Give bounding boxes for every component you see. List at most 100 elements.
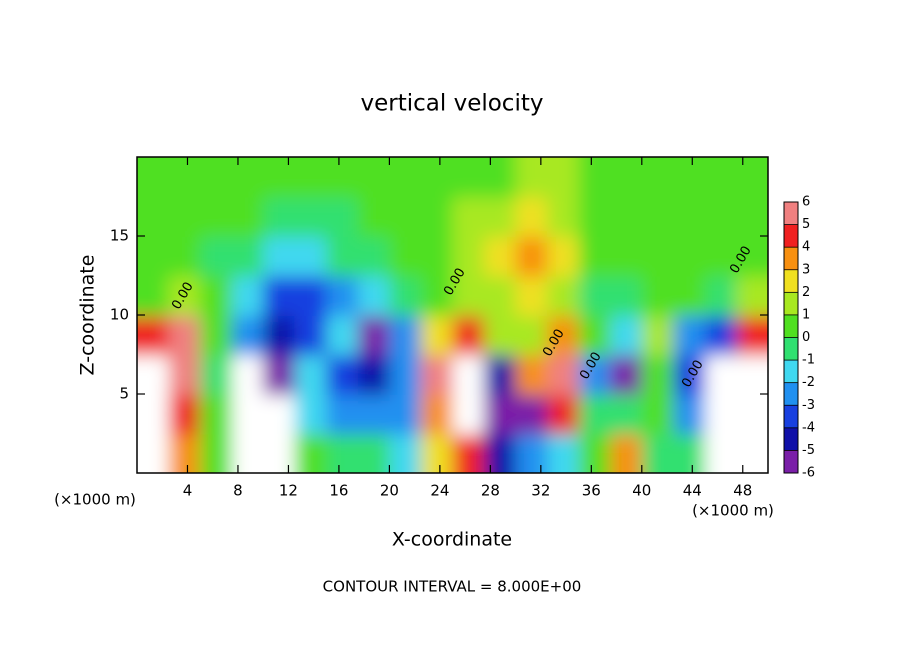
colorbar-band — [784, 405, 798, 428]
field-cell — [231, 275, 265, 316]
field-cell — [515, 196, 549, 237]
field-cell — [200, 354, 233, 395]
field-cell — [673, 394, 706, 435]
field-cell — [168, 196, 202, 237]
field-cell — [137, 236, 170, 277]
field-cell — [420, 394, 454, 435]
field-cell — [641, 394, 675, 435]
field-cell — [578, 315, 612, 356]
colorbar-band — [784, 450, 798, 473]
field-cell — [484, 394, 517, 435]
field-cell — [137, 275, 170, 316]
field-cell — [736, 196, 768, 237]
field-cell — [137, 354, 170, 395]
field-cell — [357, 275, 391, 316]
field-cell — [704, 196, 738, 237]
chart-title: vertical velocity — [361, 91, 544, 117]
field-cell — [641, 236, 675, 277]
field-cell — [168, 275, 202, 316]
field-cell — [263, 394, 296, 435]
field-cell — [263, 354, 296, 395]
field-cell — [326, 157, 359, 198]
field-cell — [515, 236, 549, 277]
colorbar-band — [784, 202, 798, 225]
field-cell — [641, 315, 675, 356]
field-cell — [704, 354, 738, 395]
field-cell — [515, 433, 549, 473]
field-cell — [326, 315, 359, 356]
field-cell — [294, 275, 328, 316]
field-cell — [736, 157, 768, 198]
x-tick-label: 36 — [582, 482, 601, 500]
field-cell — [484, 236, 517, 277]
field-cell — [326, 236, 359, 277]
field-cell — [231, 433, 265, 473]
field-cell — [673, 275, 706, 316]
field-cell — [389, 275, 422, 316]
field-cell — [610, 315, 643, 356]
field-cell — [736, 315, 768, 356]
field-cell — [610, 236, 643, 277]
field-cell — [673, 315, 706, 356]
field-cell — [610, 433, 643, 473]
field-cell — [610, 196, 643, 237]
field-cell — [547, 354, 580, 395]
field-cell — [294, 315, 328, 356]
field-cell — [484, 157, 517, 198]
y-tick-label: 10 — [110, 306, 129, 324]
field-cell — [231, 236, 265, 277]
field-cell — [168, 157, 202, 198]
field-cell — [736, 354, 768, 395]
field-cell — [168, 315, 202, 356]
field-cell — [420, 315, 454, 356]
colorbar-tick-label: -3 — [802, 398, 815, 413]
field-cell — [389, 394, 422, 435]
field-cell — [484, 433, 517, 473]
colorbar-tick-label: -6 — [802, 466, 815, 481]
colorbar-tick-label: 5 — [802, 217, 810, 232]
field-cell — [357, 196, 391, 237]
field-cell — [452, 394, 486, 435]
x-tick-label: 20 — [380, 482, 399, 500]
field-cell — [641, 157, 675, 198]
field-cell — [484, 275, 517, 316]
field-cell — [326, 275, 359, 316]
field-cell — [231, 354, 265, 395]
field-cell — [547, 315, 580, 356]
field-cell — [673, 157, 706, 198]
field-cell — [452, 354, 486, 395]
field-cell — [357, 354, 391, 395]
field-cell — [547, 157, 580, 198]
field-cell — [704, 394, 738, 435]
field-cell — [357, 394, 391, 435]
field-cell — [610, 157, 643, 198]
field-cell — [168, 433, 202, 473]
field-cell — [704, 236, 738, 277]
field-cell — [515, 157, 549, 198]
field-cell — [200, 236, 233, 277]
field-cell — [420, 157, 454, 198]
field-cell — [610, 354, 643, 395]
field-cell — [231, 315, 265, 356]
field-cell — [168, 394, 202, 435]
field-cell — [231, 157, 265, 198]
field-cell — [610, 394, 643, 435]
field-cell — [200, 275, 233, 316]
field-cell — [389, 315, 422, 356]
field-cell — [200, 196, 233, 237]
field-cell — [389, 157, 422, 198]
colorbar-tick-label: 0 — [802, 330, 810, 345]
field-cell — [326, 433, 359, 473]
x-tick-label: 32 — [531, 482, 550, 500]
x-unit-left: (×1000 m) — [54, 491, 136, 509]
field-cell — [578, 275, 612, 316]
field-cell — [420, 236, 454, 277]
field-cell — [452, 433, 486, 473]
field-cell — [326, 354, 359, 395]
field-cell — [641, 196, 675, 237]
field-cell — [515, 354, 549, 395]
field-cell — [357, 315, 391, 356]
colorbar-band — [784, 269, 798, 293]
field-cell — [294, 354, 328, 395]
colorbar-tick-label: 2 — [802, 285, 810, 300]
